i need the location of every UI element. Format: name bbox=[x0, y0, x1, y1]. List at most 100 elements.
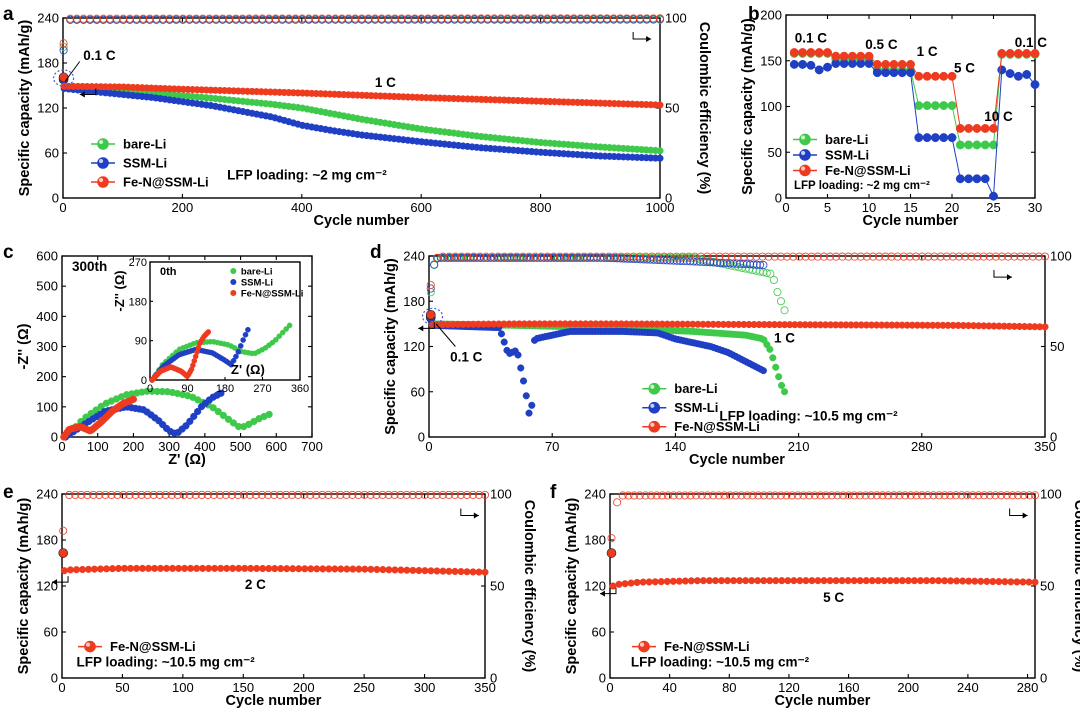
ce-point-fen bbox=[844, 252, 853, 261]
nyquist-point-bare-inset bbox=[286, 322, 293, 329]
ce-point-fen bbox=[825, 252, 835, 261]
ce-point-fen bbox=[727, 252, 736, 261]
ce-point-fen bbox=[596, 14, 605, 23]
ce-point-fen bbox=[494, 252, 503, 261]
capacity-point-fen bbox=[880, 577, 888, 585]
x-tick-label-e: 300 bbox=[414, 680, 436, 695]
ce-point-fen bbox=[776, 491, 785, 500]
ce-point-ssm bbox=[709, 258, 718, 267]
ce-point-ssm bbox=[686, 257, 695, 266]
ce-point-fen bbox=[351, 14, 360, 23]
ce-point-fen bbox=[613, 498, 622, 507]
nyquist-point-ssm bbox=[217, 389, 225, 397]
nyquist-point-bare bbox=[265, 410, 273, 418]
rate-point-fen bbox=[939, 71, 949, 81]
ce-point-fen bbox=[251, 490, 261, 499]
ce-point-fen bbox=[480, 490, 490, 499]
ce-point-ssm bbox=[533, 253, 542, 262]
ce-point-ssm bbox=[569, 253, 578, 262]
legend-marker-bare bbox=[648, 382, 661, 395]
ce-point-fen bbox=[872, 491, 881, 500]
inset-legend-label-ssm: SSM-Li bbox=[241, 278, 273, 289]
ce-point-fen bbox=[807, 252, 816, 261]
axis-arrow-left-d-head bbox=[418, 325, 424, 332]
ce-point-fen bbox=[629, 252, 638, 261]
rate-label-b: 5 C bbox=[954, 61, 975, 76]
ce-point-fen bbox=[137, 490, 146, 499]
rate-point-bare bbox=[989, 140, 998, 150]
capacity-point-fen bbox=[108, 565, 117, 573]
panel-label-f: f bbox=[550, 482, 557, 503]
rate-point-ssm bbox=[1013, 71, 1023, 81]
y-tick-label-a: 180 bbox=[37, 56, 59, 71]
annotation-arrow-a bbox=[64, 61, 81, 82]
ce-point-fen bbox=[278, 14, 287, 23]
capacity-point-fen bbox=[391, 566, 399, 574]
y-tick-label-c: 600 bbox=[36, 249, 58, 264]
ce-point-fen bbox=[158, 14, 168, 23]
capacity-point-fen bbox=[904, 577, 912, 585]
ce-point-fen bbox=[99, 14, 108, 23]
y-tick-label-d: 240 bbox=[403, 249, 425, 264]
capacity-point-ssm bbox=[500, 338, 508, 346]
ce-point-fen bbox=[1022, 252, 1031, 261]
ce-point-fen bbox=[414, 490, 423, 499]
capacity-point-ssm bbox=[522, 392, 530, 400]
capacity-point-fen bbox=[711, 577, 720, 585]
capacity-point-fen bbox=[1013, 578, 1021, 586]
ce-point-fen bbox=[968, 491, 977, 500]
capacity-point-fen bbox=[898, 577, 906, 585]
capacity-point-fen bbox=[754, 577, 762, 585]
ce-point-fen bbox=[330, 490, 339, 499]
ce-point-fen bbox=[641, 252, 650, 261]
ce-point-fen bbox=[420, 490, 429, 499]
x-tick-label-f: 40 bbox=[662, 680, 676, 695]
rate-point-fen bbox=[872, 59, 882, 69]
ce-point-fen bbox=[895, 491, 904, 500]
ce-point-fen bbox=[788, 491, 797, 500]
ce-point-fen bbox=[991, 252, 1000, 261]
ce-point-fen bbox=[432, 253, 441, 262]
legend-marker-ssm bbox=[648, 401, 661, 414]
y2-tick-label-e: 50 bbox=[490, 579, 504, 594]
capacity-point-fen bbox=[814, 577, 822, 585]
ce-point-fen bbox=[636, 14, 645, 23]
legend-marker-ssm bbox=[799, 149, 811, 161]
x-tick-label-c: 400 bbox=[194, 439, 216, 454]
ce-point-fen bbox=[887, 252, 896, 261]
ce-point-ssm bbox=[639, 255, 648, 264]
capacity-point-fen bbox=[639, 578, 647, 586]
x-tick-label-d: 140 bbox=[665, 439, 687, 454]
ce-point-fen bbox=[951, 491, 960, 500]
capacity-point-fen bbox=[451, 567, 459, 575]
capacity-point-fen bbox=[606, 548, 617, 558]
legend-marker-ssm bbox=[97, 157, 109, 169]
capacity-point-fen bbox=[778, 577, 786, 585]
capacity-point-fen bbox=[425, 310, 436, 320]
ce-point-fen bbox=[417, 14, 426, 23]
axis-arrow-right-d-head bbox=[1006, 274, 1012, 281]
x-tick-label-d: 70 bbox=[545, 439, 559, 454]
ce-point-fen bbox=[450, 490, 459, 499]
legend-label-ssm: SSM-Li bbox=[123, 156, 167, 171]
rate-label-b: 0.5 C bbox=[865, 37, 898, 52]
ce-point-fen bbox=[270, 490, 279, 499]
ce-point-ssm bbox=[612, 254, 622, 263]
rate-point-fen bbox=[847, 51, 857, 61]
ce-point-ssm bbox=[749, 260, 758, 269]
capacity-point-fen bbox=[850, 577, 858, 585]
y-tick-label-a: 0 bbox=[52, 191, 59, 206]
capacity-point-fen bbox=[796, 577, 804, 585]
ce-point-fen bbox=[348, 490, 357, 499]
nyquist-point-ssm-inset bbox=[233, 353, 239, 360]
capacity-point-fen bbox=[832, 577, 840, 585]
ce-point-fen bbox=[912, 491, 921, 500]
ce-point-fen bbox=[1008, 491, 1017, 500]
ce-point-fen bbox=[838, 252, 847, 261]
legend-marker-fen bbox=[97, 176, 109, 188]
capacity-point-fen bbox=[627, 579, 635, 587]
ce-point-fen bbox=[354, 490, 363, 499]
rate-point-ssm bbox=[798, 59, 808, 69]
capacity-point-fen bbox=[717, 577, 726, 585]
y-tick-label-f: 0 bbox=[599, 671, 606, 686]
